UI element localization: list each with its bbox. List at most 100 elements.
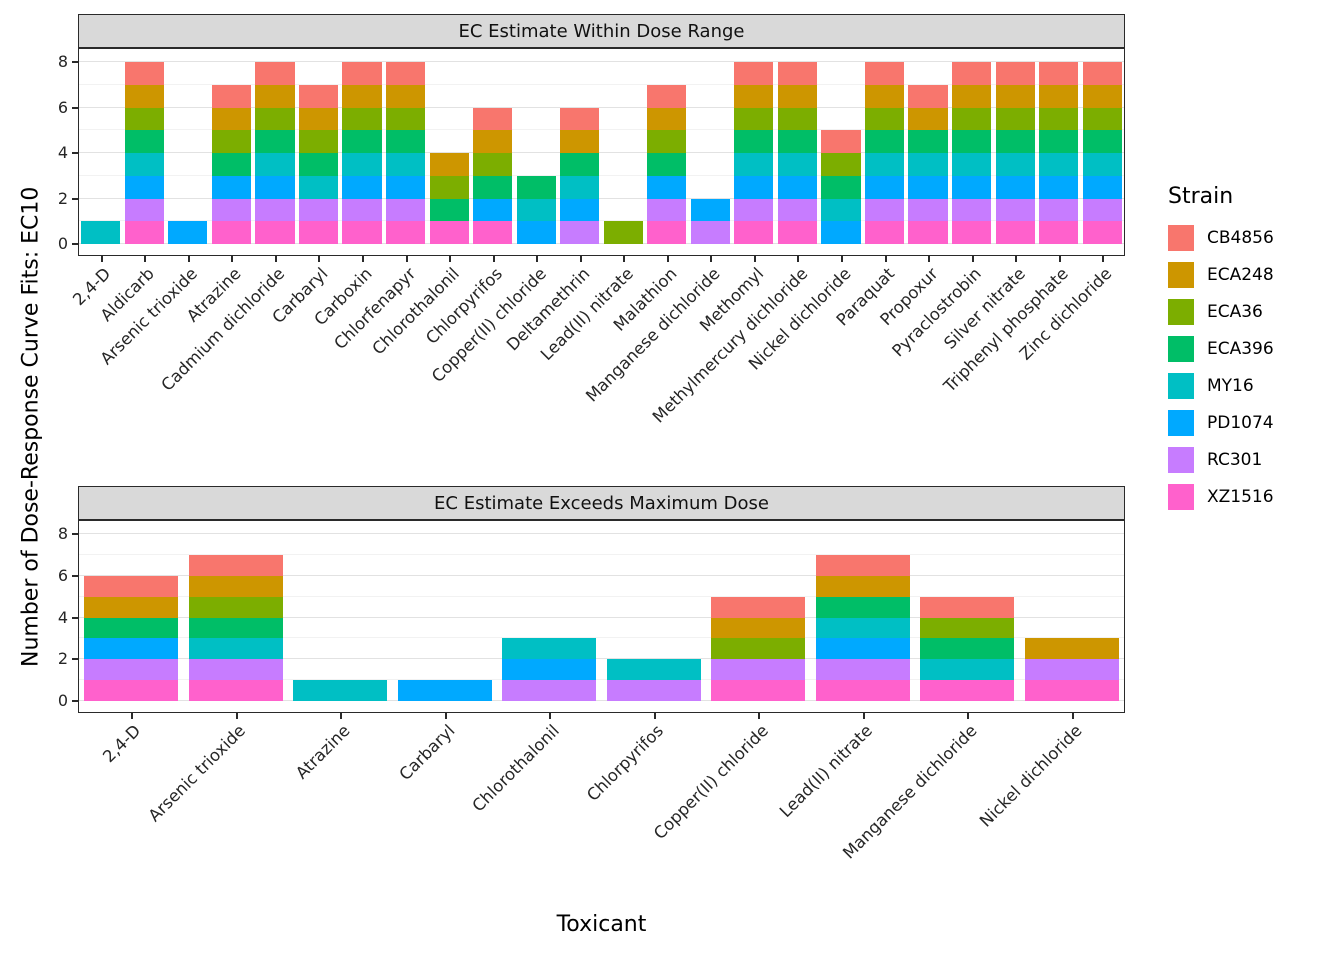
bar-segment-ECA396 [298,153,339,176]
x-tick-mark [653,713,656,719]
major-gridline [79,152,1124,153]
legend-title: Strain [1168,184,1234,209]
x-tick-mark [1058,256,1061,262]
legend-item-XZ1516: XZ1516 [1168,484,1274,510]
y-tick-label: 2 [57,649,68,669]
y-tick-mark [72,616,78,619]
bar-segment-ECA248 [995,84,1035,108]
bar-segment-PD1074 [1039,175,1079,199]
bar-Chlorothalonil [502,638,597,701]
bar-segment-RC301 [385,198,426,222]
bar-segment-RC301 [734,198,774,222]
facet-strip: EC Estimate Exceeds Maximum Dose [78,486,1125,520]
bar-segment-ECA396 [734,130,774,153]
bar-segment-RC301 [1039,198,1079,222]
bar-segment-RC301 [298,198,339,222]
bar-Copper(II) chloride [711,596,806,701]
major-gridline [79,243,1124,244]
x-axis-labels: 2,4-D Arsenic trioxide Atrazine Carbaryl Chl… [78,721,1125,863]
x-tick-mark [536,256,539,262]
y-tick-label: 2 [57,188,68,208]
bar-segment-XZ1516 [1039,221,1079,244]
bar-segment-ECA396 [84,617,179,639]
bar-segment-MY16 [385,153,426,176]
bar-segment-ECA248 [1039,84,1079,108]
major-gridline [79,106,1124,108]
bar-Pyraclostrobin [952,62,992,244]
bar-segment-ECA248 [429,153,469,176]
bar-segment-PD1074 [1082,175,1122,199]
facet-strip-label: EC Estimate Within Dose Range [458,20,745,42]
bar-segment-CB4856 [1039,62,1079,85]
bar-Copper(II) chloride [516,175,556,244]
x-tick-mark [1015,256,1018,262]
bar-segment-XZ1516 [777,221,818,244]
bar-segment-MY16 [995,153,1035,176]
bar-segment-XZ1516 [211,221,251,244]
bar-segment-CB4856 [1082,62,1122,85]
x-tick-label: Copper(II) chloride [649,721,772,844]
bar-segment-XZ1516 [995,221,1035,244]
bar-segment-XZ1516 [952,221,992,244]
bar-segment-CB4856 [777,62,818,85]
bar-segment-MY16 [920,659,1015,681]
legend-key-swatch [1168,336,1194,362]
bar-segment-ECA396 [1082,130,1122,153]
x-tick-mark [1102,256,1105,262]
bar-segment-PD1074 [211,175,251,199]
bar-segment-RC301 [952,198,992,222]
bar-segment-ECA248 [560,130,600,153]
x-tick-mark [274,256,277,262]
y-tick-label: 0 [57,691,68,710]
x-tick-label: Lead(II) nitrate [776,721,877,822]
bar-segment-ECA36 [1082,107,1122,131]
bar-segment-MY16 [560,175,600,199]
bar-segment-ECA396 [473,175,513,199]
legend-key-swatch [1168,225,1194,251]
bar-segment-ECA396 [342,130,382,153]
bar-segment-XZ1516 [124,221,164,244]
bar-segment-XZ1516 [864,221,905,244]
legend-label: MY16 [1207,376,1254,396]
bar-segment-PD1074 [560,198,600,222]
x-tick-mark [710,256,713,262]
bar-segment-CB4856 [255,62,295,85]
bar-Zinc dichloride [1082,62,1122,244]
y-tick-mark [72,574,78,577]
bar-segment-ECA36 [734,107,774,131]
bar-segment-ECA248 [908,107,948,131]
y-tick-mark [72,197,78,200]
bar-segment-CB4856 [711,596,806,618]
bar-segment-ECA396 [864,130,905,153]
legend-key-swatch [1168,410,1194,436]
plot-area [78,520,1125,713]
bar-segment-ECA396 [124,130,164,153]
bar-segment-ECA396 [821,175,861,199]
bar-segment-MY16 [516,198,556,222]
bar-segment-RC301 [606,680,701,701]
x-tick-mark [318,256,321,262]
bar-segment-RC301 [711,659,806,681]
bar-segment-ECA396 [815,596,910,618]
legend-key-swatch [1168,373,1194,399]
bar-Arsenic trioxide [188,554,283,701]
x-tick-label: Chlorothalonil [468,721,563,816]
x-tick-mark [187,256,190,262]
bar-Lead(II) nitrate [603,221,643,244]
x-tick-mark [666,256,669,262]
bar-2,4-D [81,221,121,244]
bar-segment-MY16 [255,153,295,176]
bar-segment-CB4856 [560,107,600,131]
legend-key-swatch [1168,447,1194,473]
bar-segment-MY16 [1039,153,1079,176]
bar-segment-MY16 [734,153,774,176]
bar-segment-CB4856 [864,62,905,85]
x-tick-mark [444,713,447,719]
x-tick-mark [967,713,970,719]
bar-segment-RC301 [211,198,251,222]
y-tick-label: 6 [57,97,68,117]
bar-segment-ECA396 [920,638,1015,660]
minor-gridline [79,83,1124,85]
bar-segment-XZ1516 [734,221,774,244]
bar-segment-PD1074 [84,638,179,660]
